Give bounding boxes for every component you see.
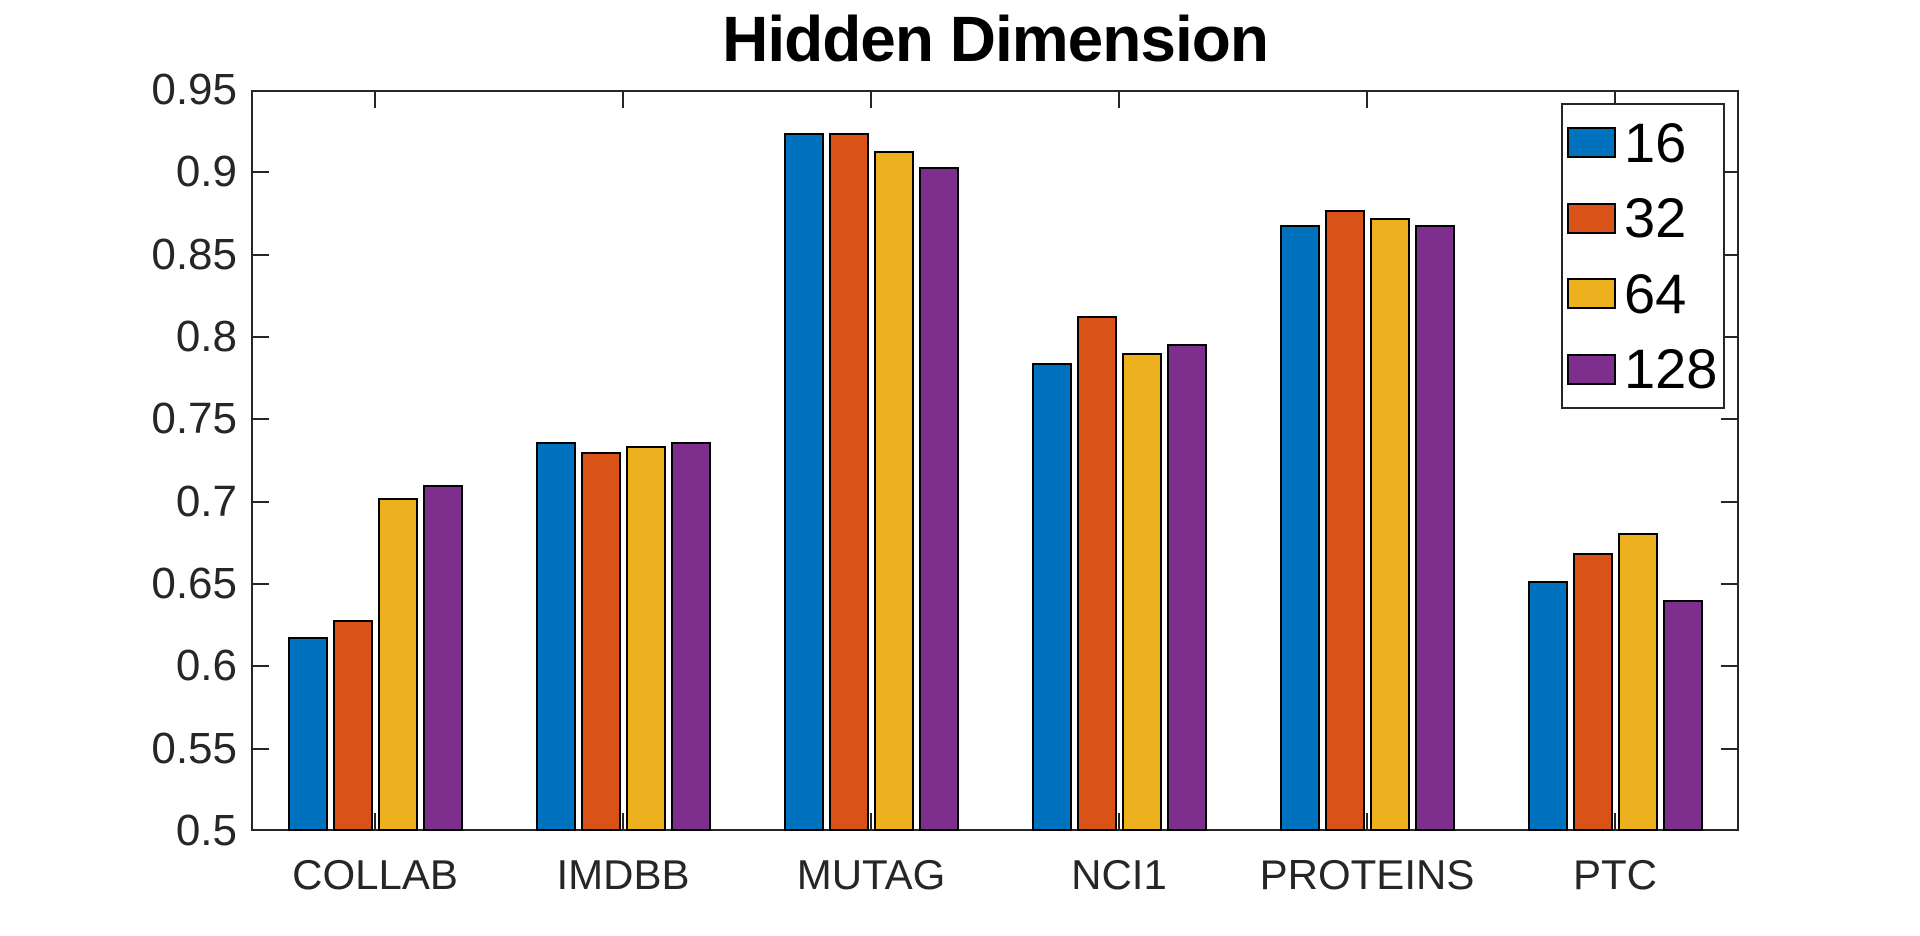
bar-16-PTC <box>1527 580 1568 831</box>
y-tick-left <box>251 418 269 421</box>
x-tick-label-PTC: PTC <box>1573 851 1657 898</box>
y-tick-label: 0.85 <box>151 229 237 279</box>
y-tick-left <box>251 500 269 503</box>
y-tick-left <box>251 747 269 750</box>
bar-32-PTC <box>1572 552 1613 831</box>
x-tick-top <box>374 90 376 108</box>
bar-128-MUTAG <box>918 167 959 831</box>
bar-16-PROTEINS <box>1279 225 1320 831</box>
x-tick-label-PROTEINS: PROTEINS <box>1259 851 1475 898</box>
axis-bottom-line <box>251 829 1739 831</box>
bar-32-COLLAB <box>332 620 373 831</box>
chart-title: Hidden Dimension <box>722 3 1269 75</box>
y-tick-right <box>1721 500 1739 503</box>
y-tick-left <box>251 171 269 174</box>
y-tick-left <box>251 583 269 585</box>
y-tick-right <box>1721 747 1739 750</box>
bar-32-PROTEINS <box>1324 210 1365 831</box>
axis-top-line <box>251 90 1739 92</box>
y-tick-label: 0.75 <box>151 394 237 444</box>
bar-128-IMDBB <box>670 442 711 831</box>
x-tick-top <box>1366 90 1368 108</box>
bar-64-MUTAG <box>873 150 914 831</box>
y-tick-right <box>1721 418 1739 421</box>
y-tick-left <box>251 253 269 256</box>
x-tick-label-NCI1: NCI1 <box>1071 851 1167 898</box>
legend-label-64: 64 <box>1624 261 1687 325</box>
bar-32-IMDBB <box>580 452 621 831</box>
bar-16-IMDBB <box>535 442 576 831</box>
legend-entry-64: 64 <box>1567 264 1686 324</box>
y-tick-label: 0.9 <box>175 147 237 197</box>
bar-64-PTC <box>1617 532 1658 831</box>
legend-swatch-32 <box>1567 202 1616 234</box>
y-tick-label: 0.8 <box>175 312 237 361</box>
y-tick-label: 0.5 <box>175 806 237 855</box>
x-tick-top <box>622 90 624 108</box>
x-tick-label-IMDBB: IMDBB <box>556 851 690 898</box>
y-tick-label: 0.7 <box>175 476 237 526</box>
y-tick-right <box>1721 253 1739 256</box>
x-tick-bottom <box>1118 813 1120 831</box>
bar-16-COLLAB <box>287 636 328 831</box>
plot-area <box>251 90 1739 831</box>
y-tick-label: 0.65 <box>151 559 237 608</box>
legend-swatch-128 <box>1567 353 1616 385</box>
bar-128-PTC <box>1662 600 1703 831</box>
x-tick-label-COLLAB: COLLAB <box>292 851 458 898</box>
legend-entry-128: 128 <box>1567 339 1717 399</box>
bar-64-NCI1 <box>1121 353 1162 831</box>
x-tick-bottom <box>622 813 624 831</box>
legend-label-16: 16 <box>1624 110 1687 174</box>
legend-swatch-16 <box>1567 127 1616 159</box>
x-tick-top <box>1614 90 1616 108</box>
bar-32-NCI1 <box>1076 315 1117 831</box>
bar-128-PROTEINS <box>1414 225 1455 831</box>
y-tick-label: 0.55 <box>151 723 237 773</box>
x-tick-top <box>870 90 872 108</box>
bar-64-COLLAB <box>377 498 418 831</box>
y-tick-label: 0.6 <box>175 641 237 691</box>
axis-left-line <box>251 90 253 831</box>
y-tick-right <box>1721 336 1739 338</box>
x-tick-bottom <box>374 813 376 831</box>
x-tick-bottom <box>1614 813 1616 831</box>
legend: 16 32 64 128 <box>1561 103 1725 409</box>
axis-right-line <box>1737 90 1739 831</box>
legend-label-32: 32 <box>1624 186 1687 250</box>
bar-32-MUTAG <box>828 132 869 831</box>
bar-16-MUTAG <box>783 132 824 831</box>
y-tick-left <box>251 665 269 668</box>
y-tick-right <box>1721 665 1739 668</box>
y-tick-right <box>1721 171 1739 174</box>
legend-entry-32: 32 <box>1567 188 1686 248</box>
bar-128-COLLAB <box>422 485 463 831</box>
bar-64-PROTEINS <box>1369 218 1410 831</box>
x-tick-label-MUTAG: MUTAG <box>796 851 946 898</box>
bar-128-NCI1 <box>1166 343 1207 831</box>
x-tick-bottom <box>1366 813 1368 831</box>
legend-swatch-64 <box>1567 278 1616 310</box>
legend-entry-16: 16 <box>1567 113 1686 173</box>
y-tick-left <box>251 336 269 338</box>
y-tick-right <box>1721 583 1739 585</box>
y-tick-label: 0.95 <box>151 65 237 114</box>
bar-64-IMDBB <box>625 445 666 831</box>
legend-label-128: 128 <box>1624 337 1718 401</box>
x-tick-bottom <box>870 813 872 831</box>
x-tick-top <box>1118 90 1120 108</box>
bar-16-NCI1 <box>1031 363 1072 831</box>
